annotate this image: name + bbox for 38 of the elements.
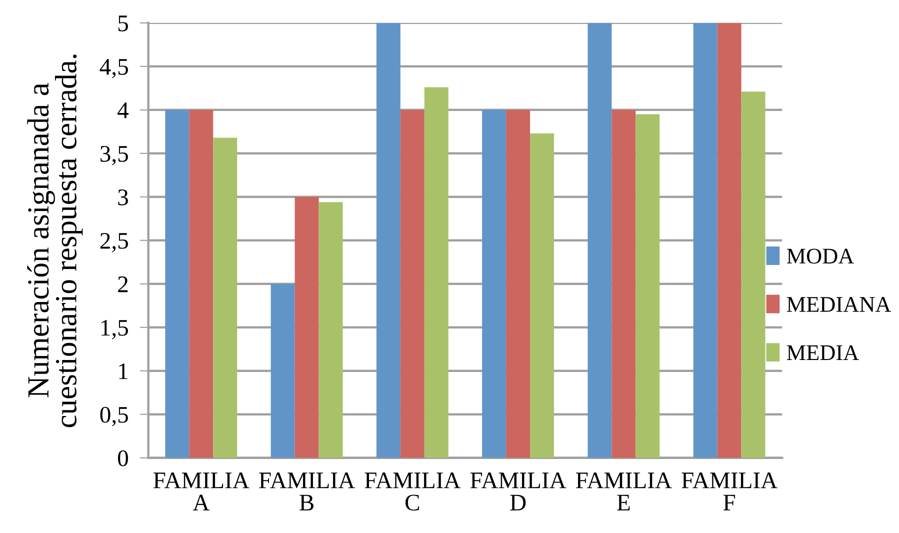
bar <box>294 196 319 458</box>
bar <box>612 110 636 458</box>
bar <box>588 22 612 458</box>
bar <box>636 114 660 458</box>
y-tick-label: 0,5 <box>100 406 128 426</box>
y-tick-label: 3 <box>118 189 128 206</box>
y-axis-title: Numeración asignanada a cuestionario respuesta cerrada. <box>27 54 83 428</box>
y-tick-label: 2 <box>118 276 128 292</box>
x-tick-label: FAMILIA C <box>364 472 461 511</box>
y-tick-label: 2,5 <box>100 232 128 252</box>
x-tick-label: FAMILIA B <box>259 472 355 510</box>
bar <box>482 110 506 458</box>
legend-label: MEDIANA <box>786 297 892 312</box>
y-tick-label: 1,5 <box>101 320 128 340</box>
y-tick-label: 4 <box>118 102 129 118</box>
bar <box>400 110 424 458</box>
y-tick-label: 5 <box>118 16 128 32</box>
y-tick-label: 1 <box>119 363 128 380</box>
bar <box>189 110 214 458</box>
legend-label: MEDIA <box>786 345 859 360</box>
x-tick-label: FAMILIA D <box>470 472 566 510</box>
x-tick-label: FAMILIA F <box>682 472 778 510</box>
x-tick-label: FAMILIA E <box>576 472 672 510</box>
x-tick-label: FAMILIA A <box>154 472 250 510</box>
bar <box>506 110 530 458</box>
y-tick-label: 0 <box>118 450 128 466</box>
y-tick-label: 3,5 <box>100 146 128 166</box>
bar <box>717 22 742 458</box>
bar <box>530 133 554 458</box>
y-tick-label: 4,5 <box>100 59 128 78</box>
legend-label: MODA <box>786 248 854 264</box>
bar <box>165 110 190 458</box>
bar <box>424 87 448 458</box>
bar <box>693 22 718 458</box>
bar <box>270 284 295 458</box>
bar <box>376 22 400 458</box>
bar <box>318 202 343 458</box>
bar <box>213 138 238 458</box>
